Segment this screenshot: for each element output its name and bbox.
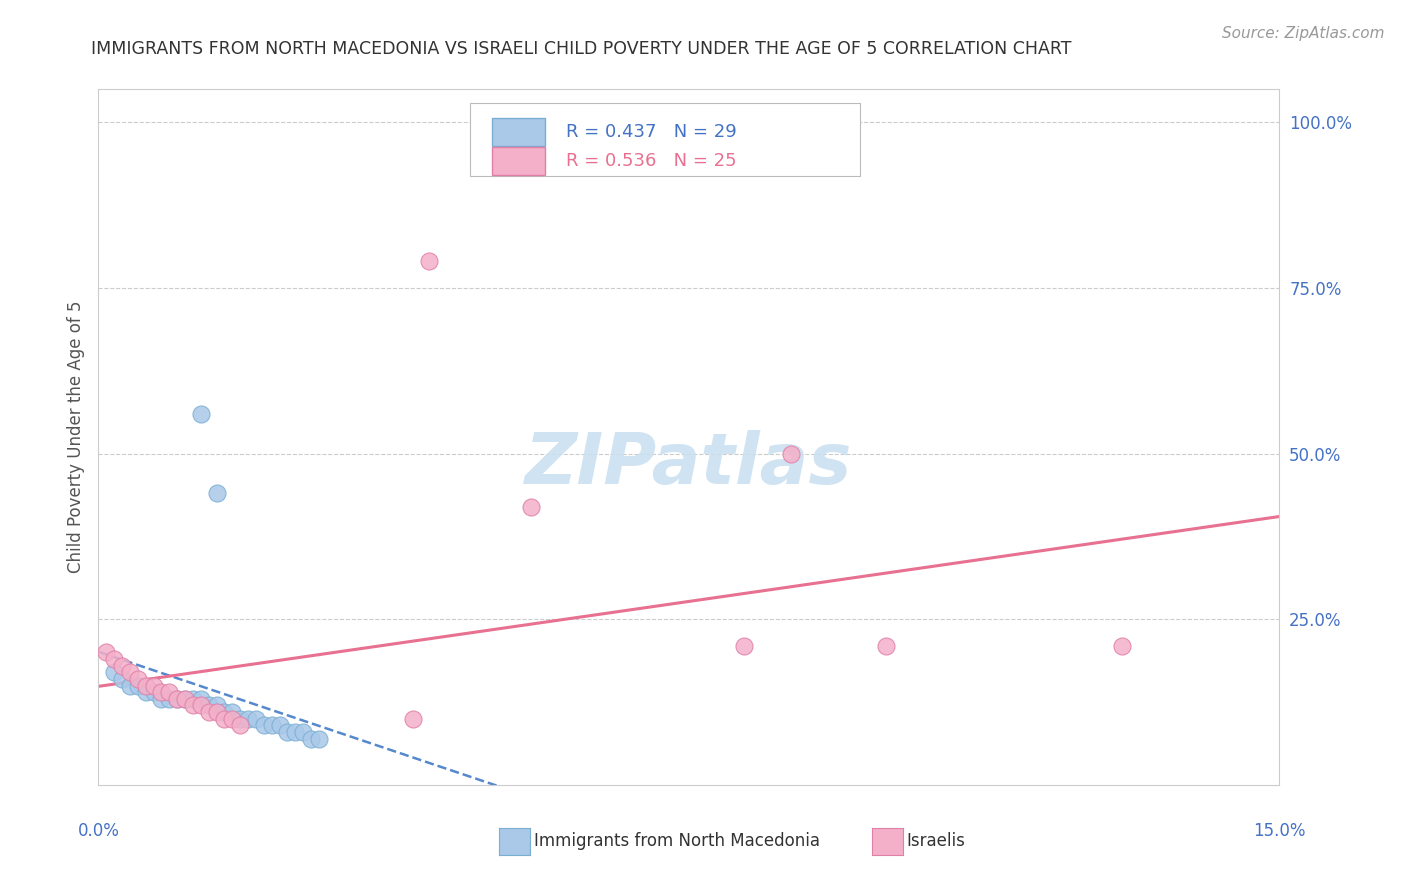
- Point: [135, 679, 157, 693]
- Point: [103, 652, 125, 666]
- Point: [214, 705, 236, 719]
- Point: [733, 639, 755, 653]
- Point: [276, 725, 298, 739]
- Point: [111, 658, 134, 673]
- Bar: [471, 103, 860, 177]
- Point: [245, 712, 267, 726]
- Point: [520, 500, 543, 514]
- Point: [205, 705, 228, 719]
- Point: [284, 725, 307, 739]
- Point: [299, 731, 322, 746]
- Point: [269, 718, 291, 732]
- Point: [402, 712, 425, 726]
- Point: [150, 691, 173, 706]
- Point: [1111, 639, 1133, 653]
- Point: [166, 691, 188, 706]
- Text: R = 0.536   N = 25: R = 0.536 N = 25: [567, 152, 737, 169]
- Point: [205, 486, 228, 500]
- Text: IMMIGRANTS FROM NORTH MACEDONIA VS ISRAELI CHILD POVERTY UNDER THE AGE OF 5 CORR: IMMIGRANTS FROM NORTH MACEDONIA VS ISRAE…: [91, 40, 1071, 58]
- Point: [127, 672, 149, 686]
- Text: Source: ZipAtlas.com: Source: ZipAtlas.com: [1222, 26, 1385, 40]
- Point: [118, 665, 141, 680]
- Point: [229, 718, 252, 732]
- Point: [157, 685, 180, 699]
- Point: [166, 691, 188, 706]
- Point: [229, 712, 252, 726]
- Point: [142, 679, 165, 693]
- Point: [205, 698, 228, 713]
- Point: [150, 685, 173, 699]
- Point: [181, 698, 204, 713]
- Text: 15.0%: 15.0%: [1253, 822, 1306, 840]
- Point: [181, 691, 204, 706]
- Point: [236, 712, 259, 726]
- Point: [142, 685, 165, 699]
- Point: [221, 705, 243, 719]
- Point: [190, 407, 212, 421]
- Point: [96, 645, 118, 659]
- Point: [174, 691, 197, 706]
- Point: [190, 691, 212, 706]
- Point: [103, 665, 125, 680]
- Point: [214, 712, 236, 726]
- Point: [174, 691, 197, 706]
- Point: [418, 254, 440, 268]
- Point: [135, 685, 157, 699]
- Text: ZIPatlas: ZIPatlas: [526, 431, 852, 500]
- Point: [197, 698, 219, 713]
- Point: [221, 712, 243, 726]
- Point: [292, 725, 315, 739]
- Point: [118, 679, 141, 693]
- Text: Israelis: Israelis: [907, 832, 966, 850]
- Point: [157, 691, 180, 706]
- Point: [111, 672, 134, 686]
- Text: 0.0%: 0.0%: [77, 822, 120, 840]
- Text: R = 0.437   N = 29: R = 0.437 N = 29: [567, 123, 737, 141]
- Bar: [492, 147, 546, 175]
- Point: [780, 447, 803, 461]
- Bar: [492, 119, 546, 146]
- Point: [875, 639, 897, 653]
- Text: Immigrants from North Macedonia: Immigrants from North Macedonia: [534, 832, 820, 850]
- Point: [308, 731, 330, 746]
- Y-axis label: Child Poverty Under the Age of 5: Child Poverty Under the Age of 5: [66, 301, 84, 574]
- Point: [190, 698, 212, 713]
- Point: [260, 718, 283, 732]
- Point: [197, 705, 219, 719]
- Point: [127, 679, 149, 693]
- Point: [253, 718, 276, 732]
